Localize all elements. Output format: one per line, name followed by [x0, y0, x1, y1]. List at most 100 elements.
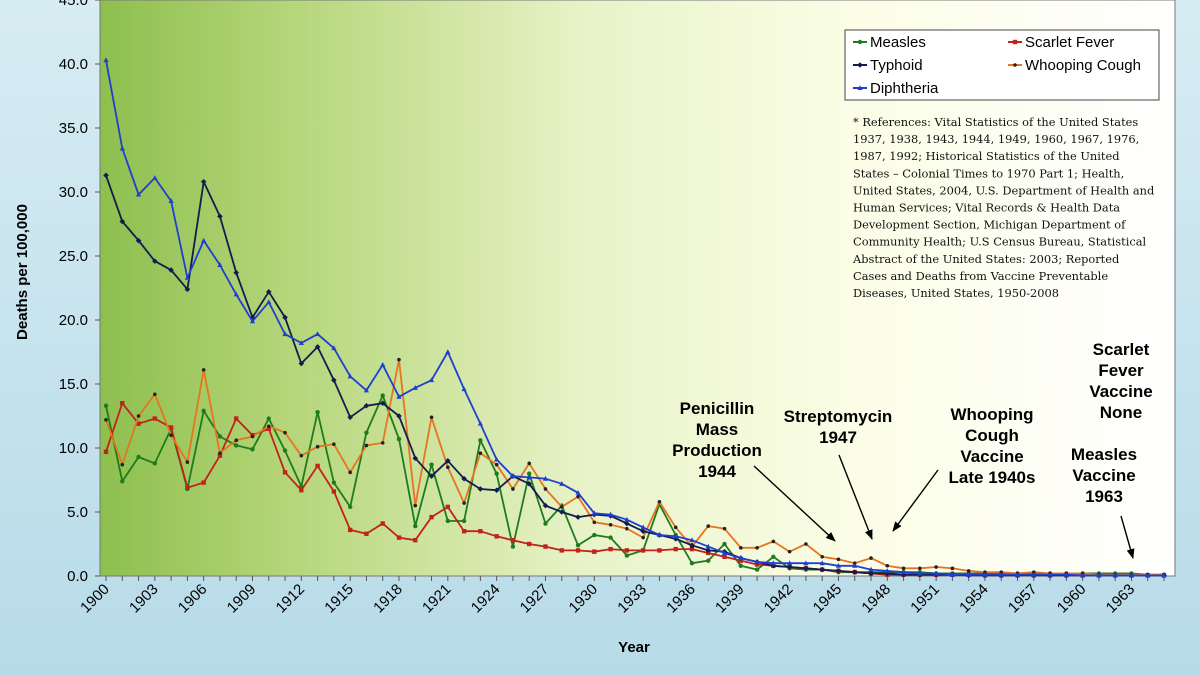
data-point: [542, 502, 549, 509]
y-tick-label: 5.0: [67, 504, 88, 521]
data-point: [770, 560, 776, 566]
data-point: [217, 453, 223, 458]
data-point: [217, 213, 223, 220]
data-point: [738, 555, 744, 561]
y-axis: 0.0 5.0 10.0 15.0 20.0 25.0 30.0 35.0 40.0 45.0: [59, 0, 100, 585]
data-point: [624, 548, 630, 553]
data-point: [135, 191, 142, 197]
legend-label: Whooping Cough: [1025, 57, 1141, 74]
data-point: [575, 543, 581, 548]
data-point: [364, 430, 369, 435]
annotation-arrow: [838, 454, 873, 540]
data-point: [396, 394, 402, 399]
y-tick-label: 40.0: [59, 56, 88, 73]
x-tick-label: 1927: [517, 581, 553, 617]
data-point: [217, 434, 223, 439]
data-point: [234, 416, 239, 421]
data-point: [348, 470, 352, 475]
reference-line: Human Services; Vital Records & Health D…: [853, 201, 1120, 215]
data-point: [494, 456, 500, 462]
data-point: [673, 546, 678, 552]
data-point: [397, 357, 401, 362]
data-point: [591, 510, 597, 516]
data-point: [640, 524, 646, 530]
data-point: [250, 434, 255, 439]
series-line: [105, 60, 1164, 577]
data-point: [299, 453, 304, 458]
data-point: [754, 559, 760, 564]
data-point: [917, 570, 923, 576]
data-point: [120, 479, 125, 484]
data-point: [201, 237, 207, 243]
data-point: [233, 269, 240, 276]
data-point: [836, 557, 841, 562]
data-point: [298, 360, 305, 367]
data-point: [820, 555, 824, 559]
legend-label: Scarlet Fever: [1025, 34, 1114, 51]
data-point: [103, 57, 109, 63]
data-point: [331, 480, 337, 485]
data-point: [184, 274, 190, 280]
data-point: [331, 377, 337, 383]
data-point: [857, 39, 863, 45]
data-point: [363, 387, 370, 393]
annotation-text: Scarlet: [1093, 340, 1150, 359]
data-point: [1012, 39, 1018, 45]
data-point: [657, 548, 662, 553]
data-point: [314, 344, 321, 350]
data-point: [413, 503, 418, 508]
data-point: [966, 571, 972, 577]
data-point: [673, 525, 678, 530]
x-tick-label: 1915: [321, 581, 357, 617]
data-point: [559, 505, 564, 509]
data-point: [282, 448, 288, 453]
data-point: [558, 509, 565, 515]
data-point: [819, 560, 825, 566]
data-point: [218, 451, 222, 455]
data-point: [868, 566, 874, 572]
annotation-text: Vaccine: [960, 447, 1023, 466]
data-point: [103, 449, 109, 455]
data-point: [901, 566, 906, 571]
data-point: [152, 175, 158, 180]
x-tick-label: 1963: [1103, 581, 1139, 617]
annotation-text: Late 1940s: [949, 468, 1036, 487]
data-point: [510, 537, 516, 543]
data-point: [900, 569, 907, 575]
data-point: [950, 566, 955, 571]
data-point: [250, 447, 255, 452]
data-point: [462, 501, 466, 505]
data-point: [331, 489, 337, 494]
data-point: [120, 401, 125, 406]
data-point: [722, 554, 727, 559]
data-point: [868, 570, 874, 577]
data-point: [689, 537, 695, 543]
data-point: [185, 460, 190, 464]
data-point: [445, 504, 451, 510]
data-point: [1047, 571, 1053, 577]
x-tick-label: 1918: [370, 581, 406, 617]
data-point: [103, 172, 109, 179]
data-point: [1145, 572, 1151, 578]
y-tick-label: 30.0: [59, 184, 88, 201]
data-point: [478, 529, 483, 534]
data-point: [379, 400, 386, 406]
y-tick-label: 0.0: [67, 568, 88, 585]
data-point: [168, 425, 174, 430]
data-point: [168, 267, 174, 273]
annotation-text: Vaccine: [1089, 382, 1152, 401]
reference-line: States – Colonial Times to 1970 Part 1; …: [853, 166, 1124, 180]
data-point: [851, 569, 858, 575]
data-point: [884, 568, 890, 573]
data-point: [1063, 571, 1069, 577]
data-point: [689, 546, 695, 552]
x-axis-label: Year: [618, 639, 650, 656]
data-point: [949, 571, 955, 577]
data-point: [380, 441, 385, 445]
data-point: [413, 537, 418, 543]
annotation-streptomycin: Streptomycin 1947: [784, 407, 892, 540]
data-point: [283, 430, 287, 435]
data-point: [934, 565, 938, 569]
data-point: [119, 145, 125, 151]
